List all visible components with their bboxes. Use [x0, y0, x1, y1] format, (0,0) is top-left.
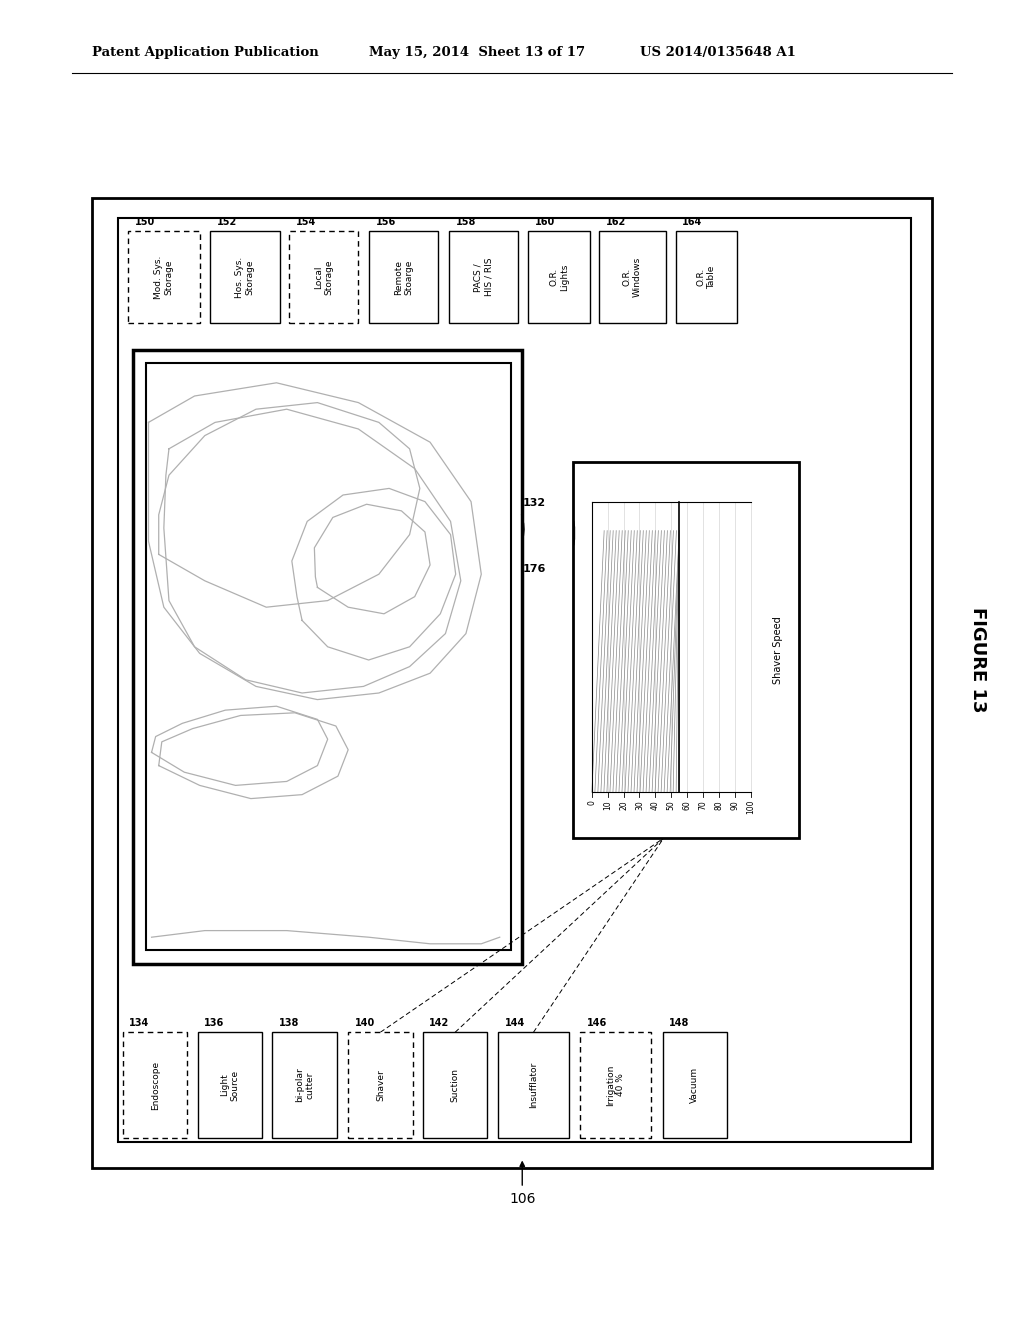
Text: Irrigation
40 %: Irrigation 40 %: [606, 1064, 625, 1106]
Text: 176: 176: [522, 564, 546, 574]
Text: Hos. Sys.
Storage: Hos. Sys. Storage: [236, 256, 254, 298]
Text: Mod. Sys.
Storage: Mod. Sys. Storage: [155, 256, 173, 298]
Bar: [198, 1032, 262, 1138]
Text: 136: 136: [204, 1018, 224, 1028]
Bar: [528, 231, 590, 323]
Bar: [423, 1032, 487, 1138]
Bar: [663, 1032, 727, 1138]
Text: 158: 158: [456, 216, 476, 227]
Text: US 2014/0135648 A1: US 2014/0135648 A1: [640, 46, 796, 59]
Text: 144: 144: [505, 1018, 525, 1028]
Bar: [348, 1032, 413, 1138]
Text: O.R.
Table: O.R. Table: [697, 265, 716, 289]
Text: 30: 30: [635, 800, 644, 809]
Text: O.R.
Windows: O.R. Windows: [623, 257, 642, 297]
Text: 146: 146: [587, 1018, 607, 1028]
Bar: [123, 1032, 187, 1138]
Text: 40: 40: [651, 800, 659, 809]
Text: 134: 134: [129, 1018, 150, 1028]
Text: 160: 160: [535, 216, 555, 227]
Bar: [599, 231, 666, 323]
Text: Local
Storage: Local Storage: [314, 260, 333, 294]
Bar: [92, 198, 932, 1168]
Text: Endoscope: Endoscope: [151, 1060, 160, 1110]
Text: 10: 10: [603, 800, 612, 809]
Bar: [676, 231, 737, 323]
Text: Shaver Speed: Shaver Speed: [773, 616, 783, 684]
Text: 162: 162: [605, 216, 626, 227]
Text: FIGURE 13: FIGURE 13: [969, 607, 987, 713]
Bar: [498, 1032, 569, 1138]
Text: 100: 100: [746, 800, 755, 814]
Text: Remote
Stoarge: Remote Stoarge: [394, 260, 413, 294]
Text: bi-polar
cutter: bi-polar cutter: [295, 1068, 314, 1102]
Text: 142: 142: [429, 1018, 450, 1028]
Bar: [272, 1032, 337, 1138]
Bar: [118, 218, 911, 1142]
Bar: [573, 462, 799, 838]
Text: 132: 132: [522, 498, 546, 508]
Text: O.R.
Lights: O.R. Lights: [550, 264, 568, 290]
Text: 148: 148: [669, 1018, 689, 1028]
Text: Light
Source: Light Source: [220, 1069, 240, 1101]
Text: Shaver: Shaver: [376, 1069, 385, 1101]
Text: 80: 80: [715, 800, 723, 809]
Text: 106: 106: [509, 1192, 536, 1206]
Text: 60: 60: [683, 800, 691, 809]
Text: Vacuum: Vacuum: [690, 1067, 699, 1104]
Text: 70: 70: [698, 800, 708, 809]
Bar: [146, 363, 511, 950]
Text: 152: 152: [217, 216, 238, 227]
Bar: [369, 231, 438, 323]
Text: PACS /
HIS / RIS: PACS / HIS / RIS: [474, 257, 493, 297]
Bar: [133, 350, 522, 964]
Text: Suction: Suction: [451, 1068, 460, 1102]
Bar: [449, 231, 518, 323]
Text: Patent Application Publication: Patent Application Publication: [92, 46, 318, 59]
Bar: [289, 231, 358, 323]
Bar: [580, 1032, 651, 1138]
Bar: [210, 231, 280, 323]
Text: 20: 20: [620, 800, 628, 809]
Text: 138: 138: [279, 1018, 299, 1028]
Text: 0: 0: [588, 800, 596, 805]
Text: 150: 150: [135, 216, 156, 227]
Text: 164: 164: [682, 216, 702, 227]
Text: 90: 90: [730, 800, 739, 809]
Text: 154: 154: [296, 216, 316, 227]
Text: 140: 140: [354, 1018, 375, 1028]
Bar: [128, 231, 200, 323]
Text: Insufflator: Insufflator: [529, 1061, 538, 1109]
Text: 50: 50: [667, 800, 676, 809]
Text: May 15, 2014  Sheet 13 of 17: May 15, 2014 Sheet 13 of 17: [369, 46, 585, 59]
Text: 156: 156: [376, 216, 396, 227]
